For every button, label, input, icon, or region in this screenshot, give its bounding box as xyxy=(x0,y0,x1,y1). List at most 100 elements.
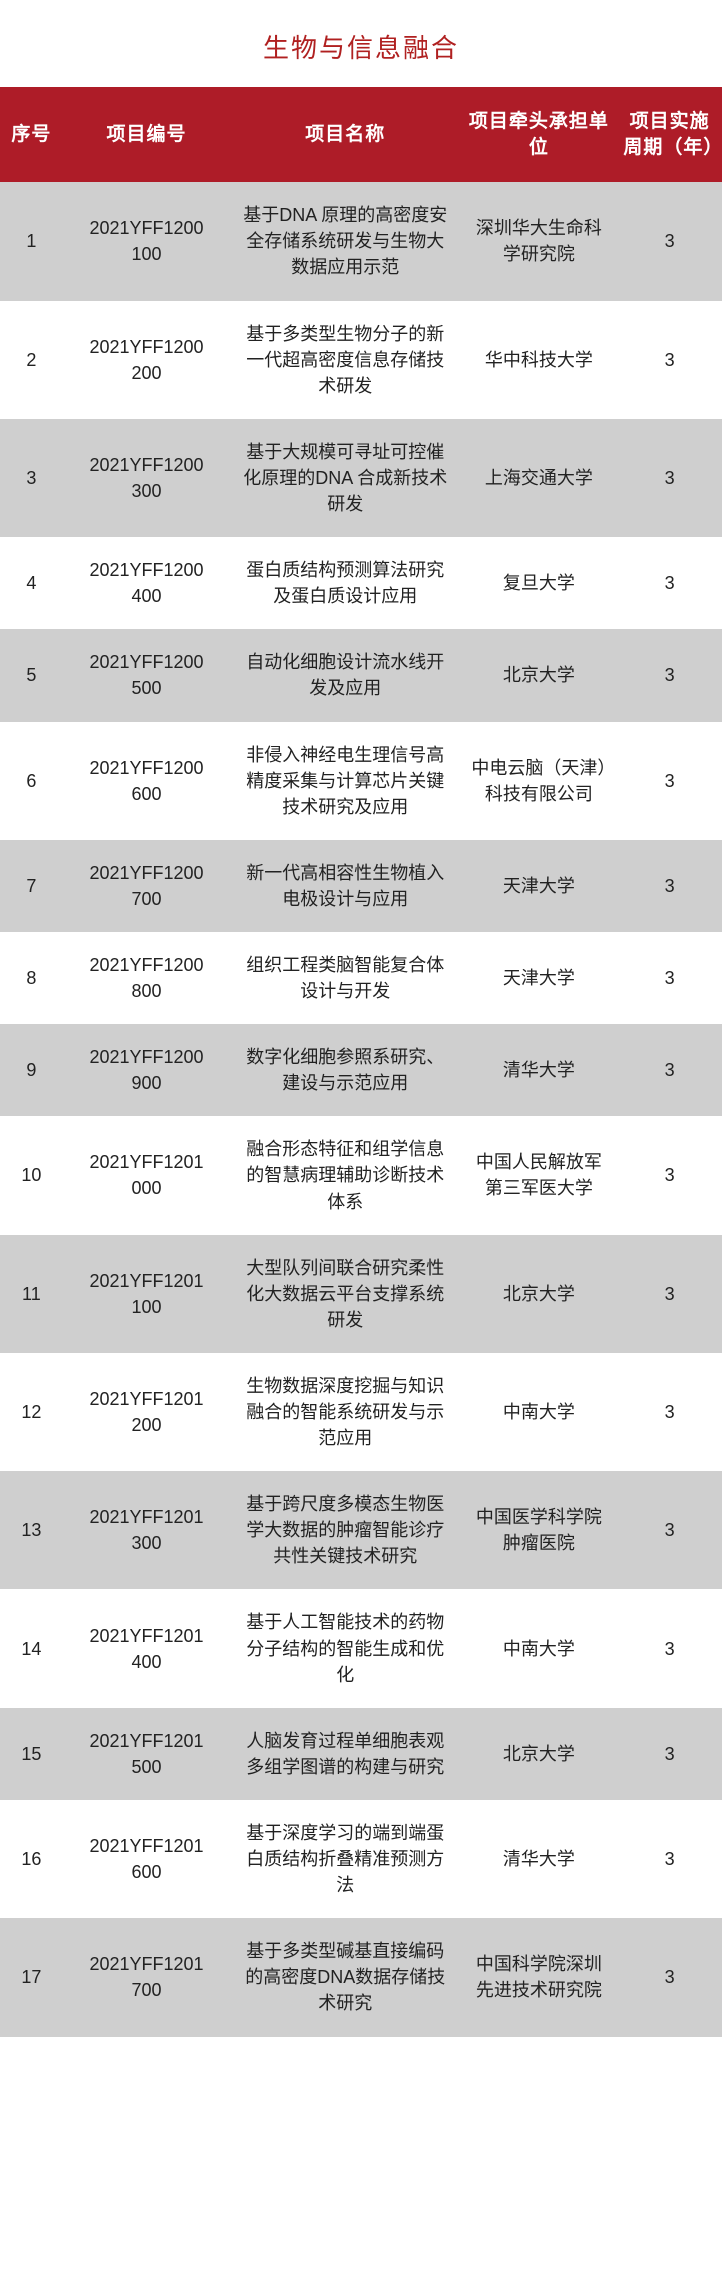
col-cycle-header: 项目实施周期（年） xyxy=(617,87,722,182)
cell-cycle: 3 xyxy=(617,1708,722,1800)
table-row: 12021YFF1200100基于DNA 原理的高密度安全存储系统研发与生物大数… xyxy=(0,182,722,300)
cell-id-line2: 900 xyxy=(73,1070,220,1096)
cell-seq: 1 xyxy=(0,182,63,300)
cell-id-line1: 2021YFF1201 xyxy=(73,1268,220,1294)
cell-id: 2021YFF1201500 xyxy=(63,1708,230,1800)
table-header-row: 序号 项目编号 项目名称 项目牵头承担单位 项目实施周期（年） xyxy=(0,87,722,182)
cell-id: 2021YFF1201200 xyxy=(63,1353,230,1471)
col-unit-header: 项目牵头承担单位 xyxy=(460,87,617,182)
cell-id: 2021YFF1200200 xyxy=(63,301,230,419)
table-row: 72021YFF1200700新一代高相容性生物植入电极设计与应用天津大学3 xyxy=(0,840,722,932)
cell-seq: 3 xyxy=(0,419,63,537)
cell-id-line2: 600 xyxy=(73,1859,220,1885)
cell-unit: 清华大学 xyxy=(460,1024,617,1116)
table-row: 42021YFF1200400蛋白质结构预测算法研究及蛋白质设计应用复旦大学3 xyxy=(0,537,722,629)
cell-cycle: 3 xyxy=(617,1024,722,1116)
cell-id-line1: 2021YFF1201 xyxy=(73,1833,220,1859)
cell-name: 组织工程类脑智能复合体设计与开发 xyxy=(230,932,460,1024)
cell-id-line2: 500 xyxy=(73,675,220,701)
cell-name: 生物数据深度挖掘与知识融合的智能系统研发与示范应用 xyxy=(230,1353,460,1471)
cell-cycle: 3 xyxy=(617,301,722,419)
cell-seq: 8 xyxy=(0,932,63,1024)
cell-id-line2: 100 xyxy=(73,241,220,267)
cell-cycle: 3 xyxy=(617,932,722,1024)
cell-id-line2: 400 xyxy=(73,583,220,609)
table-row: 122021YFF1201200生物数据深度挖掘与知识融合的智能系统研发与示范应… xyxy=(0,1353,722,1471)
cell-seq: 9 xyxy=(0,1024,63,1116)
cell-cycle: 3 xyxy=(617,840,722,932)
cell-id-line1: 2021YFF1201 xyxy=(73,1504,220,1530)
cell-id-line2: 200 xyxy=(73,360,220,386)
cell-id: 2021YFF1201100 xyxy=(63,1235,230,1353)
cell-unit: 北京大学 xyxy=(460,629,617,721)
cell-id-line2: 400 xyxy=(73,1649,220,1675)
col-id-header: 项目编号 xyxy=(63,87,230,182)
cell-cycle: 3 xyxy=(617,1353,722,1471)
table-row: 142021YFF1201400基于人工智能技术的药物分子结构的智能生成和优化中… xyxy=(0,1589,722,1707)
cell-id-line1: 2021YFF1201 xyxy=(73,1623,220,1649)
cell-id: 2021YFF1201400 xyxy=(63,1589,230,1707)
cell-name: 基于大规模可寻址可控催化原理的DNA 合成新技术研发 xyxy=(230,419,460,537)
cell-name: 基于跨尺度多模态生物医学大数据的肿瘤智能诊疗共性关键技术研究 xyxy=(230,1471,460,1589)
cell-id-line1: 2021YFF1201 xyxy=(73,1728,220,1754)
cell-cycle: 3 xyxy=(617,722,722,840)
cell-name: 新一代高相容性生物植入电极设计与应用 xyxy=(230,840,460,932)
cell-unit: 中国人民解放军第三军医大学 xyxy=(460,1116,617,1234)
project-table: 序号 项目编号 项目名称 项目牵头承担单位 项目实施周期（年） 12021YFF… xyxy=(0,87,722,2037)
cell-id-line2: 300 xyxy=(73,478,220,504)
col-seq-header: 序号 xyxy=(0,87,63,182)
table-row: 172021YFF1201700基于多类型碱基直接编码的高密度DNA数据存储技术… xyxy=(0,1918,722,2036)
cell-cycle: 3 xyxy=(617,537,722,629)
cell-name: 基于深度学习的端到端蛋白质结构折叠精准预测方法 xyxy=(230,1800,460,1918)
cell-seq: 17 xyxy=(0,1918,63,2036)
table-row: 102021YFF1201000融合形态特征和组学信息的智慧病理辅助诊断技术体系… xyxy=(0,1116,722,1234)
cell-id-line2: 700 xyxy=(73,1977,220,2003)
cell-id-line2: 200 xyxy=(73,1412,220,1438)
cell-id-line2: 000 xyxy=(73,1175,220,1201)
cell-seq: 5 xyxy=(0,629,63,721)
cell-id: 2021YFF1201700 xyxy=(63,1918,230,2036)
cell-cycle: 3 xyxy=(617,1800,722,1918)
cell-name: 非侵入神经电生理信号高精度采集与计算芯片关键技术研究及应用 xyxy=(230,722,460,840)
table-row: 62021YFF1200600非侵入神经电生理信号高精度采集与计算芯片关键技术研… xyxy=(0,722,722,840)
cell-name: 基于DNA 原理的高密度安全存储系统研发与生物大数据应用示范 xyxy=(230,182,460,300)
cell-name: 基于多类型碱基直接编码的高密度DNA数据存储技术研究 xyxy=(230,1918,460,2036)
cell-name: 人脑发育过程单细胞表观多组学图谱的构建与研究 xyxy=(230,1708,460,1800)
cell-unit: 中电云脑（天津）科技有限公司 xyxy=(460,722,617,840)
cell-id-line1: 2021YFF1201 xyxy=(73,1386,220,1412)
cell-seq: 15 xyxy=(0,1708,63,1800)
cell-seq: 13 xyxy=(0,1471,63,1589)
cell-id-line1: 2021YFF1200 xyxy=(73,557,220,583)
cell-id-line2: 100 xyxy=(73,1294,220,1320)
cell-seq: 11 xyxy=(0,1235,63,1353)
cell-unit: 复旦大学 xyxy=(460,537,617,629)
cell-id: 2021YFF1200600 xyxy=(63,722,230,840)
cell-id-line2: 600 xyxy=(73,781,220,807)
cell-id-line2: 700 xyxy=(73,886,220,912)
table-row: 22021YFF1200200基于多类型生物分子的新一代超高密度信息存储技术研发… xyxy=(0,301,722,419)
cell-seq: 7 xyxy=(0,840,63,932)
cell-cycle: 3 xyxy=(617,1589,722,1707)
cell-unit: 中南大学 xyxy=(460,1589,617,1707)
cell-id: 2021YFF1200400 xyxy=(63,537,230,629)
cell-name: 基于人工智能技术的药物分子结构的智能生成和优化 xyxy=(230,1589,460,1707)
cell-seq: 4 xyxy=(0,537,63,629)
cell-unit: 上海交通大学 xyxy=(460,419,617,537)
cell-seq: 12 xyxy=(0,1353,63,1471)
cell-id: 2021YFF1200300 xyxy=(63,419,230,537)
cell-id: 2021YFF1200900 xyxy=(63,1024,230,1116)
cell-cycle: 3 xyxy=(617,1235,722,1353)
cell-unit: 天津大学 xyxy=(460,932,617,1024)
cell-id: 2021YFF1200500 xyxy=(63,629,230,721)
cell-id-line2: 800 xyxy=(73,978,220,1004)
cell-id-line1: 2021YFF1200 xyxy=(73,755,220,781)
cell-seq: 6 xyxy=(0,722,63,840)
cell-seq: 14 xyxy=(0,1589,63,1707)
cell-id: 2021YFF1200100 xyxy=(63,182,230,300)
table-row: 162021YFF1201600基于深度学习的端到端蛋白质结构折叠精准预测方法清… xyxy=(0,1800,722,1918)
cell-cycle: 3 xyxy=(617,1918,722,2036)
table-row: 112021YFF1201100大型队列间联合研究柔性化大数据云平台支撑系统研发… xyxy=(0,1235,722,1353)
cell-id-line1: 2021YFF1200 xyxy=(73,215,220,241)
cell-unit: 华中科技大学 xyxy=(460,301,617,419)
cell-id: 2021YFF1200700 xyxy=(63,840,230,932)
